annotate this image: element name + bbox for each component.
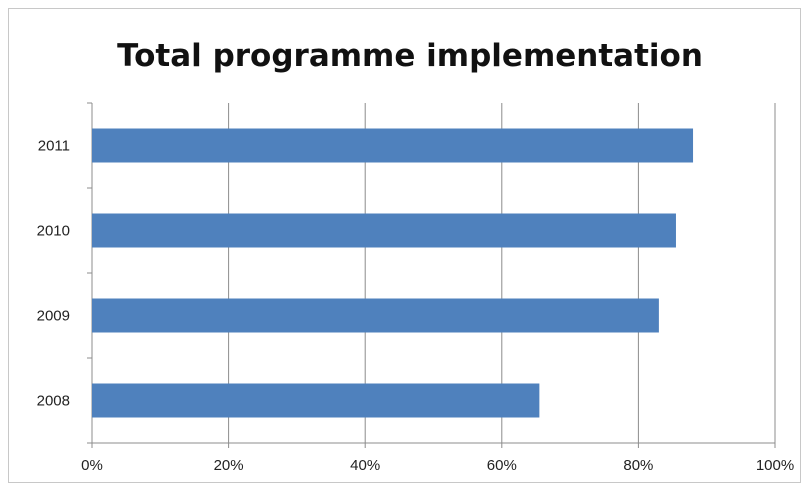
x-tick-label-0: 0% bbox=[81, 457, 103, 474]
bar-2010 bbox=[92, 213, 676, 248]
y-tick-label-2009: 2009 bbox=[37, 308, 70, 325]
x-tick-label-2: 40% bbox=[350, 457, 380, 474]
bar-2009 bbox=[92, 298, 659, 333]
x-tick-label-3: 60% bbox=[487, 457, 517, 474]
x-tick-label-1: 20% bbox=[214, 457, 244, 474]
x-tick-label-4: 80% bbox=[623, 457, 653, 474]
y-tick-label-2010: 2010 bbox=[37, 223, 70, 240]
tick-labels: 0% 20% 40% 60% 80% 100% 2011 2010 2009 2008 bbox=[37, 138, 795, 475]
y-tick-label-2011: 2011 bbox=[38, 138, 70, 155]
bar-2008 bbox=[92, 383, 540, 418]
x-tick-label-5: 100% bbox=[756, 457, 794, 474]
chart-title: Total programme implementation bbox=[117, 38, 703, 74]
y-tick-label-2008: 2008 bbox=[37, 393, 70, 410]
bar-2011 bbox=[92, 128, 694, 163]
bars bbox=[92, 128, 694, 418]
